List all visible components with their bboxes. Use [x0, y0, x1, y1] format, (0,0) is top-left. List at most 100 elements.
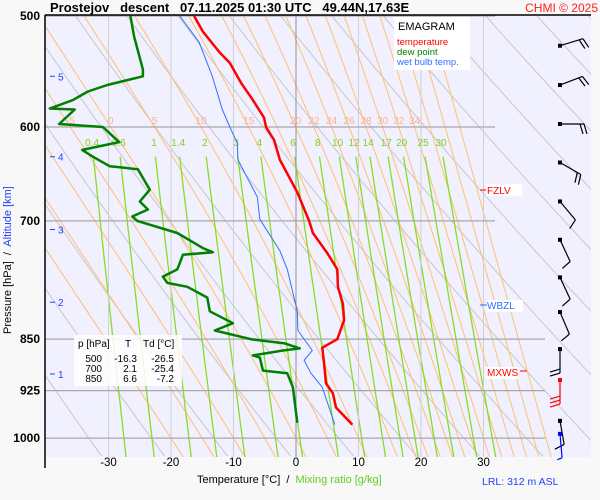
y-tick-label: 500 — [20, 9, 40, 23]
wind-barb-station — [558, 43, 562, 48]
wind-barb-staff — [559, 201, 576, 221]
wbzl-label: WBZL — [487, 301, 515, 312]
wind-barb — [558, 121, 588, 135]
moist-adiabat-line — [324, 16, 478, 457]
moist-adiabat-line — [45, 87, 277, 457]
altitude-tick-label: 1 — [58, 370, 64, 381]
mixing-ratio-label: 0.6 — [112, 138, 126, 149]
dry-adiabat-line — [485, 16, 591, 132]
fzlv-label: FZLV — [487, 186, 511, 197]
dry-adiabat-line — [126, 16, 481, 457]
table-cell: 700 — [85, 364, 102, 375]
dry-adiabat-line — [280, 16, 591, 376]
x-tick-label: 0 — [293, 457, 299, 469]
wind-barb-station — [558, 347, 562, 352]
wind-barb-feather — [569, 219, 576, 229]
mixing-ratio-line — [402, 156, 455, 457]
mixing-ratio-label: 2 — [202, 138, 208, 149]
moist-adiabat-label: 28 — [361, 116, 373, 127]
wind-barb-feather — [583, 123, 588, 135]
wind-barb-staff — [559, 433, 563, 458]
wbzl-marker: WBZL — [480, 300, 523, 312]
wind-barb — [558, 75, 590, 88]
mxws-marker: MXWS — [486, 367, 527, 379]
x-label-separator: / — [286, 474, 290, 486]
moist-adiabat-line — [45, 144, 246, 457]
mixing-ratio-line — [178, 156, 218, 457]
wind-barb-feather — [561, 261, 571, 269]
table-row: 700 2.1 -25.4 — [85, 364, 174, 375]
wind-barb-feather — [549, 368, 561, 373]
wind-barb-station — [558, 310, 562, 315]
mixing-ratio-label: 17 — [381, 138, 393, 149]
wind-barb — [554, 418, 565, 450]
table-header-p: p [hPa] — [78, 339, 110, 350]
mixing-ratio-label: 10 — [332, 138, 344, 149]
dry-adiabat-line — [45, 374, 102, 457]
moist-adiabat-label: 24 — [326, 116, 338, 127]
mixing-ratio-line — [387, 156, 439, 457]
wind-barb — [558, 310, 570, 342]
wind-barb-feather — [549, 399, 561, 404]
x-tick-label: 30 — [477, 457, 490, 469]
table-cell: 500 — [85, 354, 102, 365]
dry-adiabat-line — [228, 16, 591, 442]
moist-adiabat-line — [285, 16, 454, 457]
x-axis-label: Temperature [°C] / Mixing ratio [g/kg] — [197, 474, 382, 486]
copyright: CHMI © 2025 — [525, 1, 598, 15]
table-row: 850 6.6 -7.2 — [85, 374, 174, 385]
wind-barb-feather — [549, 403, 561, 408]
y-tick-label: 600 — [20, 120, 40, 134]
mixing-ratio-label: 1.4 — [171, 138, 185, 149]
background-line-labels: -5 0 5 10 15 20 22 24 26 28 30 32 340.4 0.6 1 1.4 2 3 4 6 8 1… — [66, 116, 447, 149]
table-cell: 850 — [85, 374, 102, 385]
chart-title: Prostejov descent 07.11.2025 01:30 UTC 4… — [50, 0, 409, 15]
mixing-ratio-line — [338, 156, 387, 457]
dry-adiabat-line — [45, 122, 291, 457]
wind-barb-half-feather — [557, 457, 563, 461]
wind-barb-feather — [561, 298, 571, 307]
mixing-ratio-label: 25 — [418, 138, 430, 149]
mixing-ratio-line — [424, 156, 478, 457]
wind-barb-station — [558, 378, 562, 383]
dry-adiabat-line — [177, 16, 544, 457]
mixing-ratio-line — [355, 156, 404, 457]
y-label-separator: / — [2, 251, 14, 255]
altitude-tick-label: 4 — [58, 153, 64, 164]
mixing-ratio-line — [237, 156, 279, 457]
moist-adiabat-line — [83, 16, 338, 457]
wind-barb-station — [558, 431, 562, 436]
altitude-tick-label: 5 — [58, 72, 64, 83]
mixing-ratio-line — [205, 156, 246, 457]
dry-adiabat-line — [75, 16, 418, 457]
moist-adiabat-label: 15 — [243, 116, 255, 127]
y-label-pressure: Pressure [hPa] — [2, 261, 14, 334]
moist-adiabat-label: 20 — [290, 116, 302, 127]
table-cell: -25.4 — [151, 364, 174, 375]
wind-barb-feather — [579, 123, 584, 135]
legend: EMAGRAM temperature dew point wet bulb t… — [394, 17, 470, 70]
table-header-t: T — [125, 339, 131, 350]
moist-adiabat-line — [188, 16, 398, 457]
table-cell: -26.5 — [151, 354, 174, 365]
dry-adiabat-line — [331, 16, 591, 312]
wind-barb — [558, 160, 582, 185]
y-tick-label: 1000 — [13, 431, 40, 445]
wind-barb-feather — [560, 333, 570, 342]
x-tick-label: -10 — [225, 457, 242, 469]
moist-adiabat-label: 0 — [108, 116, 114, 127]
altitude-tick-label: 2 — [58, 298, 64, 309]
moist-adiabat-line — [45, 196, 215, 457]
wind-barb-station — [558, 275, 562, 280]
y-label-altitude: Altitude [km] — [2, 186, 14, 247]
moist-adiabat-line — [243, 16, 429, 457]
moist-adiabat-label: 34 — [409, 116, 421, 127]
wind-barb-staff — [559, 420, 565, 445]
legend-title: EMAGRAM — [398, 21, 455, 33]
moist-adiabat-line — [412, 16, 540, 457]
table-row: 500 -16.3 -26.5 — [85, 354, 174, 365]
x-label-temperature: Temperature [°C] — [197, 474, 280, 486]
legend-dew-point: dew point — [397, 47, 438, 58]
moist-adiabat-label: 30 — [377, 116, 389, 127]
